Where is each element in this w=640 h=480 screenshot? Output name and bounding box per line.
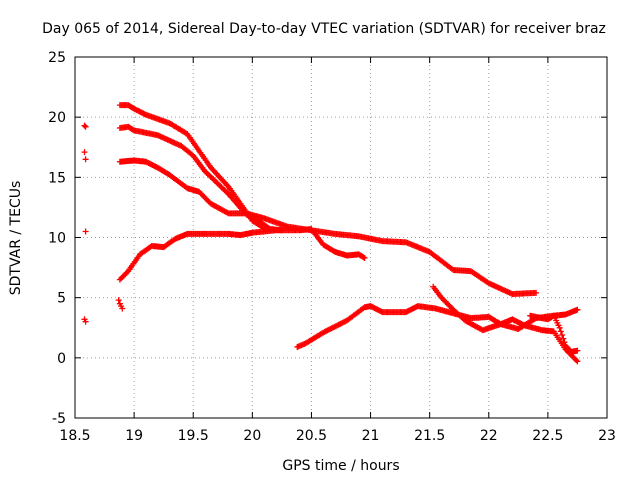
series-arc-h	[430, 283, 581, 365]
series-arc-e	[116, 157, 540, 298]
y-axis-title: SDTVAR / TECUs	[8, 181, 24, 296]
grid	[75, 57, 607, 418]
series-arc-a	[81, 122, 89, 325]
x-tick-label: 19.5	[178, 428, 209, 444]
data-marks	[81, 102, 581, 365]
data-point-marks	[115, 297, 126, 312]
y-tick-label: 25	[48, 50, 66, 66]
x-tick-label: 19	[125, 428, 143, 444]
y-tick-label: 10	[48, 231, 66, 247]
series-arc-f	[116, 226, 368, 283]
series-arc-b	[115, 297, 126, 312]
y-tick-label: -5	[52, 411, 66, 427]
x-tick-label: 20	[243, 428, 261, 444]
data-point-marks	[116, 226, 368, 283]
data-point-marks	[81, 122, 89, 325]
y-tick-label: 5	[57, 291, 66, 307]
plot-frame	[74, 56, 608, 419]
y-tick-label: 0	[57, 351, 66, 367]
x-axis-title: GPS time / hours	[282, 458, 399, 474]
x-tick-label: 23	[598, 428, 616, 444]
series-arc-i	[527, 312, 581, 355]
y-tick-label: 20	[48, 110, 66, 126]
data-point-marks	[527, 312, 581, 355]
axis-ticks: 18.5 19 19.5 20 20.5 21 21.5 22 22.5 23 -5 0 5 10 15 20…	[48, 50, 616, 444]
x-tick-label: 20.5	[296, 428, 327, 444]
x-tick-label: 22.5	[532, 428, 563, 444]
x-tick-label: 18.5	[59, 428, 90, 444]
y-tick-label: 15	[48, 170, 66, 186]
data-point-marks	[116, 157, 540, 298]
x-tick-label: 22	[480, 428, 498, 444]
chart-title: Day 065 of 2014, Sidereal Day-to-day VTE…	[42, 21, 606, 37]
data-point-marks	[430, 283, 581, 365]
x-tick-label: 21	[362, 428, 380, 444]
x-tick-label: 21.5	[414, 428, 445, 444]
